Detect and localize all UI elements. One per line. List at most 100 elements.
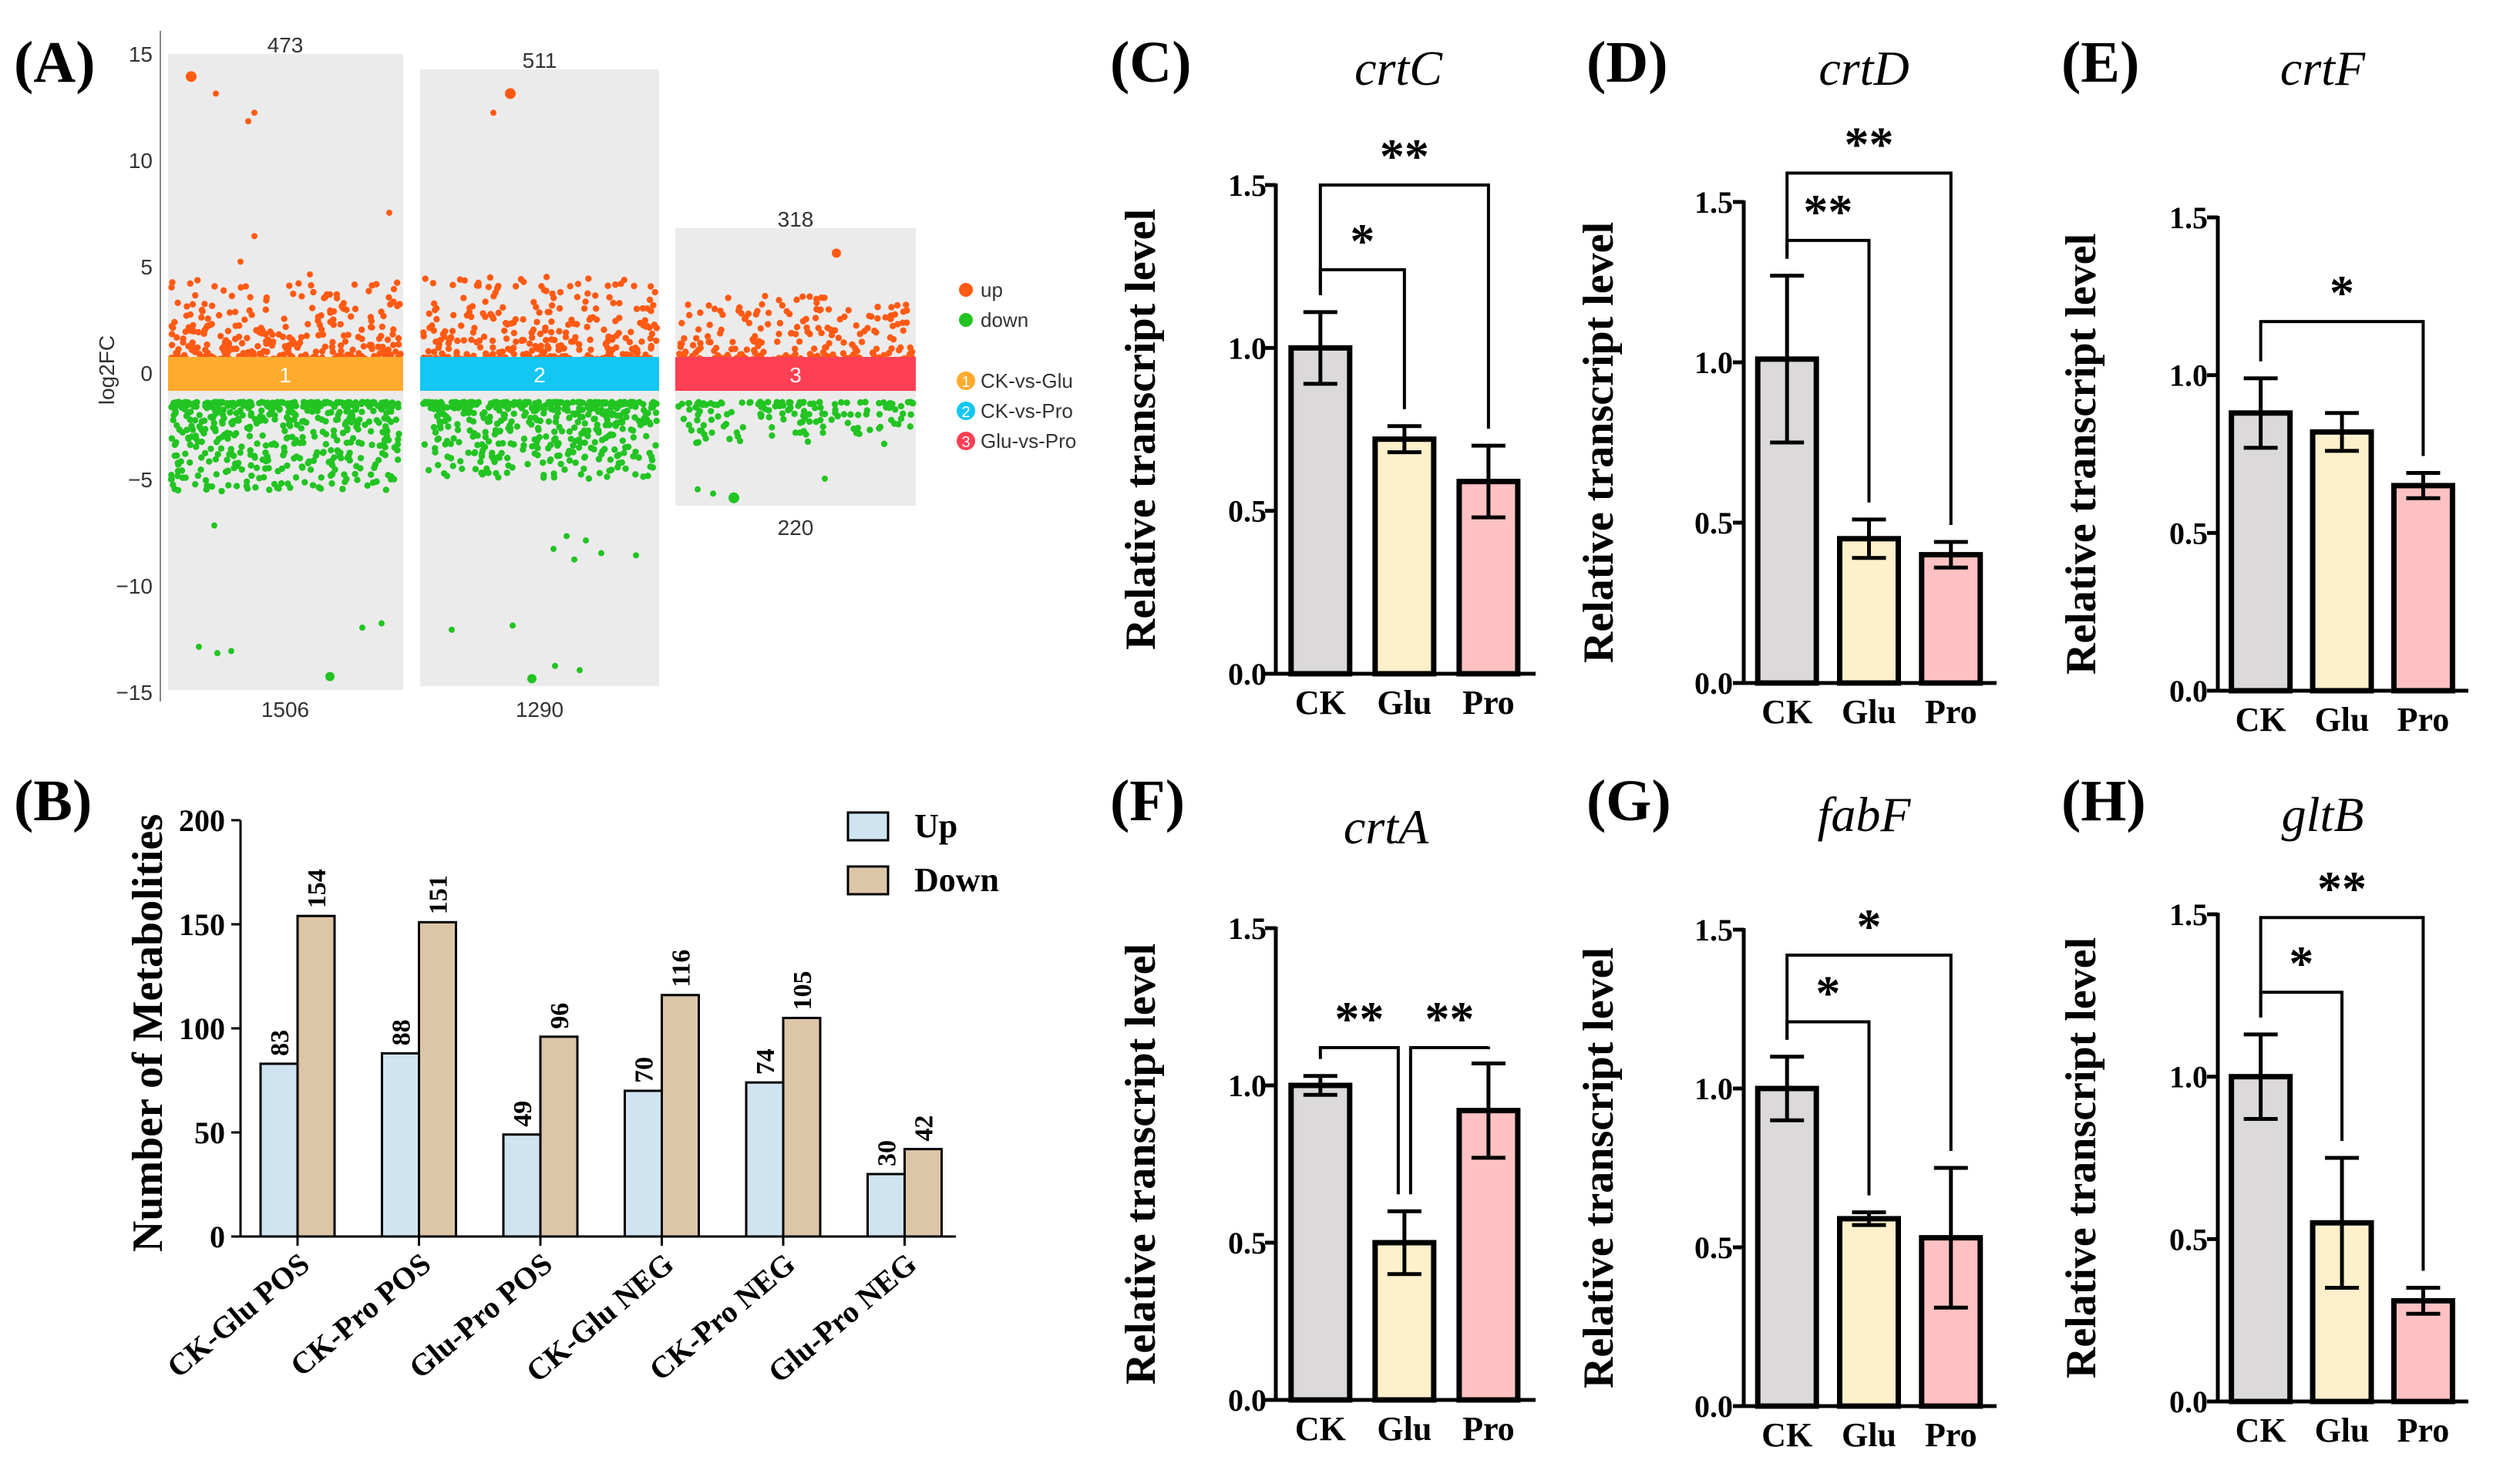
up-point (262, 306, 270, 313)
up-point (426, 310, 432, 318)
down-point (343, 419, 350, 426)
up-point (226, 309, 234, 316)
down-point (246, 432, 254, 439)
down-point (572, 459, 579, 466)
down-point (597, 451, 605, 458)
up-point (420, 333, 427, 340)
legend-up-label: up (981, 278, 1003, 301)
down-point (694, 416, 701, 424)
down-point (344, 425, 351, 432)
down-point (358, 409, 365, 416)
down-point (595, 429, 602, 436)
down-point (466, 416, 473, 423)
down-point (482, 429, 489, 436)
up-point (547, 328, 555, 336)
down-point (292, 474, 300, 481)
down-point (278, 479, 285, 487)
down-point (796, 419, 804, 426)
up-point (460, 294, 467, 301)
panel-f: (F) crtA Relative transcript level 0.0 0.5 1.… (1110, 769, 1536, 1448)
group-3-number: 3 (789, 363, 802, 387)
up-point (360, 343, 368, 350)
down-point (318, 401, 325, 408)
down-point (227, 449, 235, 457)
panel-a-yticks: 15 10 5 0 −5 −10 −15 (116, 42, 153, 705)
bar-up (866, 1173, 906, 1238)
significance-label: * (2289, 936, 2313, 991)
down-point (897, 402, 905, 410)
down-point (739, 424, 746, 431)
down-point (642, 409, 649, 416)
ytick-label: 1.0 (1228, 1068, 1267, 1103)
down-point (449, 463, 456, 469)
down-point (304, 459, 311, 467)
down-point (457, 458, 464, 465)
down-point (520, 442, 527, 449)
panel-label: (H) (2061, 769, 2146, 833)
up-point (711, 305, 718, 312)
down-point (202, 476, 210, 484)
down-point (450, 435, 457, 442)
down-point (540, 459, 547, 466)
down-point (895, 421, 902, 428)
up-point (548, 302, 556, 309)
down-point (513, 423, 521, 430)
up-point (282, 323, 289, 331)
up-point (587, 346, 594, 353)
down-point (627, 426, 634, 433)
panel-a: (A) log2FC 15 10 5 0 −5 −10 −15 1 2 3 47… (14, 30, 1076, 722)
up-point (755, 338, 762, 345)
up-point (810, 345, 818, 352)
down-point (747, 399, 754, 405)
down-point (422, 399, 429, 405)
up-point (622, 335, 629, 342)
category-label: Glu (2315, 701, 2370, 739)
panel-label: (C) (1110, 30, 1192, 95)
down-point (458, 401, 465, 408)
up-point (628, 345, 636, 352)
down-point (575, 444, 583, 451)
down-point (345, 453, 352, 459)
up-point (380, 312, 387, 320)
down-point (631, 399, 638, 407)
ytick-label: 1.0 (1694, 1072, 1733, 1106)
down-point (555, 399, 562, 407)
legend-group-3-dot (957, 432, 975, 450)
legend-group-2-label: CK-vs-Pro (981, 399, 1073, 422)
down-point (197, 466, 204, 473)
up-point (213, 90, 219, 97)
down-point (187, 441, 193, 449)
down-point (193, 399, 200, 406)
up-point (473, 338, 480, 346)
significance-label: ** (1844, 117, 1893, 172)
down-point (557, 460, 564, 468)
down-point (545, 418, 553, 426)
down-point (580, 427, 588, 434)
up-point (219, 344, 227, 352)
down-point (267, 405, 274, 413)
down-point (453, 400, 460, 407)
down-point (838, 399, 845, 406)
down-point (536, 433, 543, 441)
down-point (889, 400, 896, 408)
up-point (530, 298, 537, 306)
panel-e: (E) crtF Relative transcript level 0.0 0.5 1.… (2057, 30, 2468, 739)
down-point (235, 400, 242, 407)
up-point (791, 345, 799, 352)
down-point (806, 411, 813, 418)
ytick-label: 0.5 (2169, 1222, 2208, 1257)
down-point (686, 406, 693, 413)
up-point (449, 328, 456, 335)
up-point (616, 300, 623, 307)
up-point (510, 319, 517, 326)
down-point (220, 406, 227, 413)
down-point (474, 442, 481, 449)
category-label: Pro (2397, 701, 2450, 739)
up-point (187, 280, 193, 287)
up-point (251, 109, 257, 116)
up-point (542, 324, 549, 331)
down-point (238, 443, 245, 450)
down-point (171, 453, 178, 459)
bar (1919, 552, 1983, 686)
up-point (173, 334, 180, 341)
